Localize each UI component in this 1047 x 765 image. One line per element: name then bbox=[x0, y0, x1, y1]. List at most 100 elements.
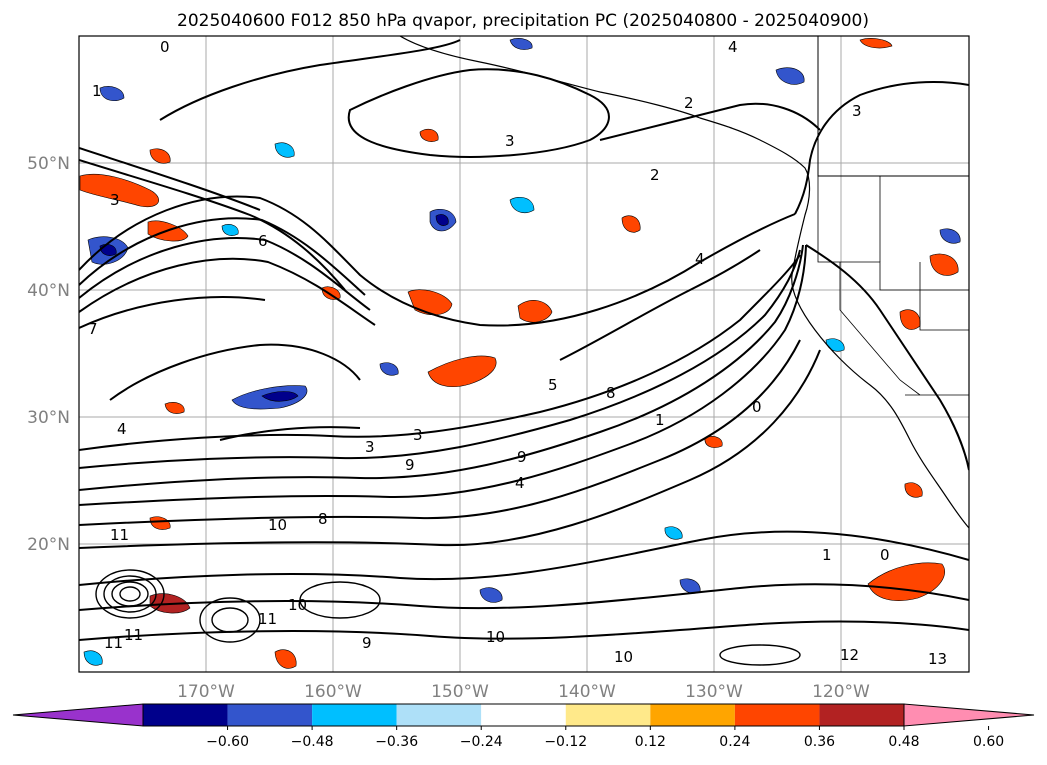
contour-ring bbox=[103, 575, 157, 613]
contour-line bbox=[79, 257, 376, 326]
contour-ring bbox=[211, 607, 249, 633]
precip-patch bbox=[221, 224, 239, 236]
precip-patch bbox=[321, 286, 341, 300]
contour-line bbox=[805, 244, 969, 471]
colorbar-segment bbox=[143, 704, 228, 726]
precip-patch bbox=[509, 38, 533, 50]
contour-label: 2 bbox=[684, 94, 694, 112]
precip-patch bbox=[427, 355, 497, 387]
state-border bbox=[919, 262, 969, 331]
contour-label: 0 bbox=[752, 398, 762, 416]
precip-patch bbox=[775, 67, 805, 85]
colorbar-frame bbox=[142, 703, 905, 727]
contour-label: 11 bbox=[258, 610, 277, 628]
colorbar-tick-label: −0.24 bbox=[460, 734, 503, 750]
lon-label-140w: 140°W bbox=[558, 682, 616, 702]
precip-patch bbox=[149, 148, 171, 164]
contour-label: 4 bbox=[515, 474, 525, 492]
contour-label: 12 bbox=[840, 646, 859, 664]
colorbar-segment bbox=[227, 704, 313, 726]
contour-line bbox=[79, 217, 366, 296]
contour-label: 9 bbox=[405, 456, 415, 474]
lat-label-40n: 40°N bbox=[27, 281, 70, 301]
colorbar-tick-label: −0.12 bbox=[544, 734, 587, 750]
contour-line bbox=[79, 244, 804, 491]
contour-label: 3 bbox=[413, 426, 423, 444]
contour-line bbox=[79, 195, 796, 327]
lat-label-30n: 30°N bbox=[27, 408, 70, 428]
colorbar-extend-high bbox=[903, 703, 1035, 727]
lon-label-150w: 150°W bbox=[431, 682, 489, 702]
colorbar-segment bbox=[734, 704, 820, 726]
colorbar-segment bbox=[396, 704, 482, 726]
contour-label: 10 bbox=[486, 628, 505, 646]
figure-title: 2025040600 F012 850 hPa qvapor, precipit… bbox=[177, 11, 869, 31]
contour-line bbox=[794, 81, 969, 215]
contour-label: 10 bbox=[288, 596, 307, 614]
contour-line bbox=[79, 237, 371, 311]
contour-label: 0 bbox=[160, 38, 170, 56]
colorbar-extend-low bbox=[12, 703, 144, 727]
contour-label: 11 bbox=[104, 634, 123, 652]
contour-label: 5 bbox=[548, 376, 558, 394]
contour-label: 3 bbox=[365, 438, 375, 456]
contour-label: 8 bbox=[318, 510, 328, 528]
lon-label-170w: 170°W bbox=[177, 682, 235, 702]
precip-patch bbox=[939, 228, 961, 244]
longitude-labels: 170°W 160°W 150°W 140°W 130°W 120°W bbox=[177, 682, 870, 702]
precip-patch bbox=[859, 38, 893, 49]
contour-line bbox=[79, 349, 821, 549]
colorbar-tick-label: 0.12 bbox=[635, 734, 666, 750]
colorbar-segment bbox=[565, 704, 651, 726]
contour-line bbox=[79, 620, 969, 641]
precip-patch bbox=[704, 436, 723, 448]
contour-line bbox=[559, 249, 761, 361]
colorbar-tick-label: 0.36 bbox=[804, 734, 835, 750]
contour-ring bbox=[95, 569, 165, 619]
contour-label: 3 bbox=[505, 132, 515, 150]
latitude-labels: 50°N 40°N 30°N 20°N bbox=[27, 154, 70, 555]
precip-patch bbox=[867, 562, 946, 601]
contour-label: 4 bbox=[117, 420, 127, 438]
graticule bbox=[79, 36, 969, 672]
contour-label: 3 bbox=[852, 102, 862, 120]
contour-label: 4 bbox=[728, 38, 738, 56]
coastline-and-borders bbox=[399, 36, 969, 529]
contour-labels: 0 1 2 3 3 4 5 6 7 8 9 10 11 12 13 4 2 3 … bbox=[88, 38, 947, 668]
colorbar-segment bbox=[312, 704, 397, 726]
precip-patch bbox=[261, 391, 299, 402]
colorbar-segment bbox=[650, 704, 735, 726]
colorbar-tick-label: −0.60 bbox=[206, 734, 249, 750]
contour-line bbox=[79, 530, 969, 586]
contour-line bbox=[79, 296, 266, 329]
contour-ring bbox=[111, 581, 149, 607]
contour-label: 6 bbox=[258, 232, 268, 250]
contour-line bbox=[109, 343, 361, 401]
contour-label: 10 bbox=[614, 648, 633, 666]
precipitation-patches bbox=[79, 38, 961, 669]
precip-negative-patches bbox=[83, 38, 961, 666]
contour-label: 11 bbox=[110, 526, 129, 544]
contour-label: 0 bbox=[880, 546, 890, 564]
precip-positive-patches bbox=[79, 38, 959, 669]
contour-ring bbox=[719, 644, 801, 666]
contour-line bbox=[79, 254, 801, 451]
lon-label-120w: 120°W bbox=[812, 682, 870, 702]
contour-label: 13 bbox=[928, 650, 947, 668]
colorbar: −0.60 −0.48 −0.36 −0.24 −0.12 0.12 0.24 0.36 0.4… bbox=[12, 703, 1035, 750]
contour-label: 10 bbox=[268, 516, 287, 534]
contour-line bbox=[219, 426, 361, 441]
precip-patch bbox=[274, 142, 295, 158]
precip-patch bbox=[379, 362, 399, 376]
lon-label-130w: 130°W bbox=[685, 682, 743, 702]
contour-label: 9 bbox=[362, 634, 372, 652]
contour-line bbox=[347, 68, 610, 158]
precip-patch bbox=[435, 214, 449, 226]
lat-label-20n: 20°N bbox=[27, 535, 70, 555]
precip-patch bbox=[83, 650, 103, 666]
precip-patch bbox=[479, 587, 503, 603]
precip-patch bbox=[517, 300, 553, 323]
contour-label: 3 bbox=[110, 191, 120, 209]
contour-label: 2 bbox=[650, 166, 660, 184]
